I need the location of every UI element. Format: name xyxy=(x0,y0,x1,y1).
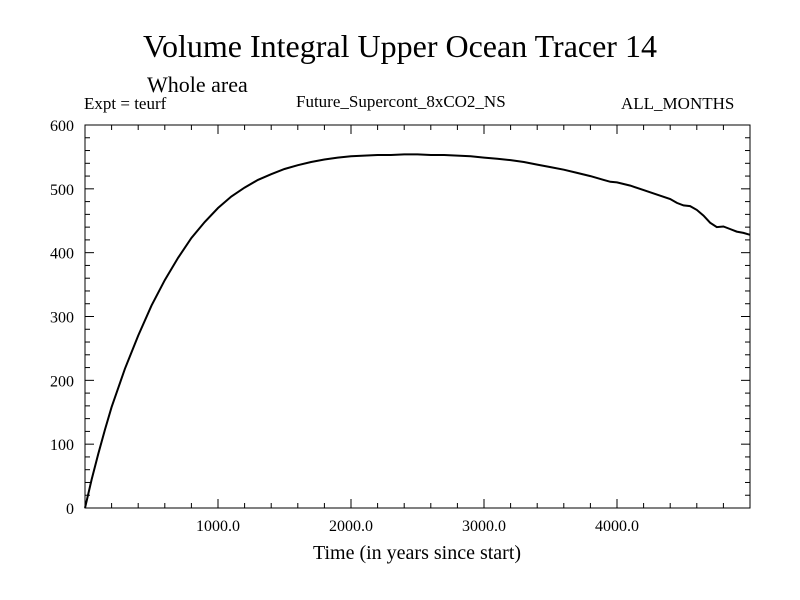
y-tick-label: 200 xyxy=(50,373,74,390)
y-axis: 0 100 200 300 400 500 600 xyxy=(50,118,750,518)
x-tick-label: 3000.0 xyxy=(462,518,506,535)
y-tick-label: 100 xyxy=(50,437,74,454)
y-tick-label: 400 xyxy=(50,246,74,263)
plot-frame xyxy=(84,124,751,509)
y-tick-label: 600 xyxy=(50,118,74,135)
experiment-label: Expt = teurf xyxy=(84,94,167,113)
x-tick-label: 4000.0 xyxy=(595,518,639,535)
y-tick-label: 500 xyxy=(50,182,74,199)
chart-subtitle: Whole area xyxy=(147,72,248,97)
x-axis-label: Time (in years since start) xyxy=(313,542,521,564)
x-tick-label: 2000.0 xyxy=(329,518,373,535)
period-label: ALL_MONTHS xyxy=(621,94,735,113)
y-tick-label: 0 xyxy=(66,501,74,518)
x-axis: 1000.0 2000.0 3000.0 4000.0 xyxy=(84,125,751,535)
experiment-name: Future_Supercont_8xCO2_NS xyxy=(296,92,506,111)
x-tick-label: 1000.0 xyxy=(196,518,240,535)
y-tick-label: 300 xyxy=(50,310,74,327)
series-line xyxy=(84,153,751,509)
chart-title: Volume Integral Upper Ocean Tracer 14 xyxy=(143,28,657,64)
